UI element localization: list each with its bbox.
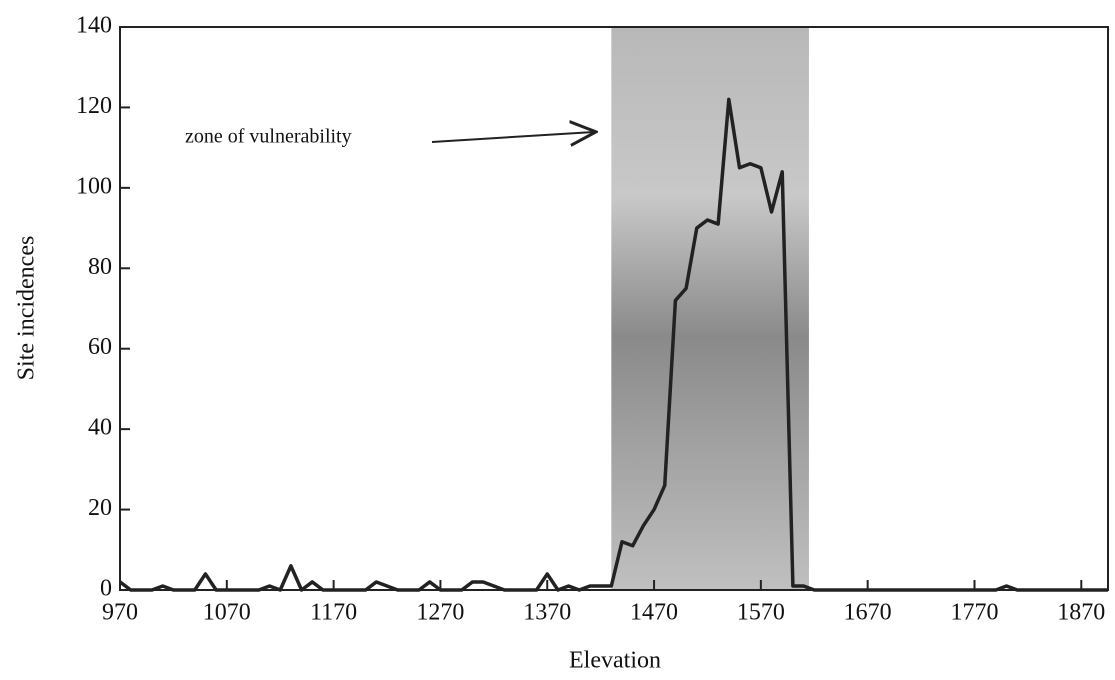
x-tick-label: 1870 (1057, 600, 1105, 626)
x-tick-label: 1770 (950, 600, 998, 626)
y-tick-label: 80 (88, 254, 112, 280)
y-tick-label: 120 (76, 93, 112, 119)
y-axis-label: Site incidences (14, 236, 40, 381)
x-tick-label: 970 (102, 600, 138, 626)
y-tick-label: 140 (76, 13, 112, 39)
x-tick-label: 1570 (737, 600, 785, 626)
x-tick-label: 1270 (416, 600, 464, 626)
x-tick-label: 1170 (310, 600, 357, 626)
zone-band (611, 27, 809, 590)
x-tick-label: 1470 (630, 600, 678, 626)
x-tick-label: 1070 (203, 600, 251, 626)
y-tick-label: 0 (100, 576, 112, 602)
y-tick-label: 60 (88, 334, 112, 360)
line (118, 97, 1108, 592)
x-axis-label: Elevation (569, 648, 661, 674)
y-tick-label: 20 (88, 495, 112, 521)
plot-frame (119, 26, 1109, 591)
x-tick-label: 1670 (844, 600, 892, 626)
annotation-arrow (431, 132, 594, 142)
y-tick-label: 100 (76, 173, 112, 199)
y-tick-label: 40 (88, 415, 112, 441)
x-tick-label: 1370 (523, 600, 571, 626)
annotation: zone of vulnerability (185, 126, 352, 148)
